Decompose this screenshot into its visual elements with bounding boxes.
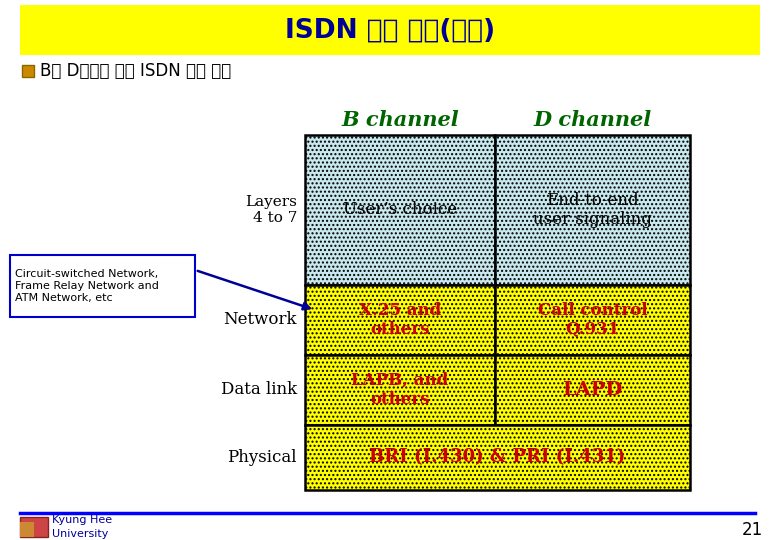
Bar [495,285,690,355]
Bar [305,425,690,490]
Text: User’s choice: User’s choice [343,201,457,219]
Bar [495,135,690,285]
Text: Physical: Physical [228,449,297,466]
Bar [495,355,690,425]
Text: Kyung Hee
University: Kyung Hee University [52,515,112,538]
Text: 21: 21 [742,521,763,539]
Text: Circuit-switched Network,
Frame Relay Network and
ATM Network, etc: Circuit-switched Network, Frame Relay Ne… [15,269,159,302]
Text: Layers
4 to 7: Layers 4 to 7 [245,195,297,225]
Bar [22,65,34,77]
Text: BRI (I.430) & PRI (I.431): BRI (I.430) & PRI (I.431) [370,449,626,467]
Text: Data link: Data link [221,381,297,399]
Text: B channel: B channel [341,110,459,130]
Text: Call control
Q.931: Call control Q.931 [537,302,647,338]
Text: B와 D채널에 대한 ISDN 계층 구조: B와 D채널에 대한 ISDN 계층 구조 [40,62,231,80]
Bar [20,5,760,55]
Text: D channel: D channel [534,110,651,130]
Bar [305,355,495,425]
Bar [10,255,195,317]
Bar [305,135,495,285]
Text: End-to-end
user signaling: End-to-end user signaling [533,192,652,228]
Bar [20,517,48,537]
Text: LAPD: LAPD [562,381,622,399]
Bar [305,285,495,355]
Text: Network: Network [224,312,297,328]
Text: LAPB, and
others: LAPB, and others [351,372,448,408]
Bar [20,522,34,537]
Text: ISDN 계층 구조(계속): ISDN 계층 구조(계속) [285,18,495,44]
Text: X.25 and
others: X.25 and others [359,302,441,338]
